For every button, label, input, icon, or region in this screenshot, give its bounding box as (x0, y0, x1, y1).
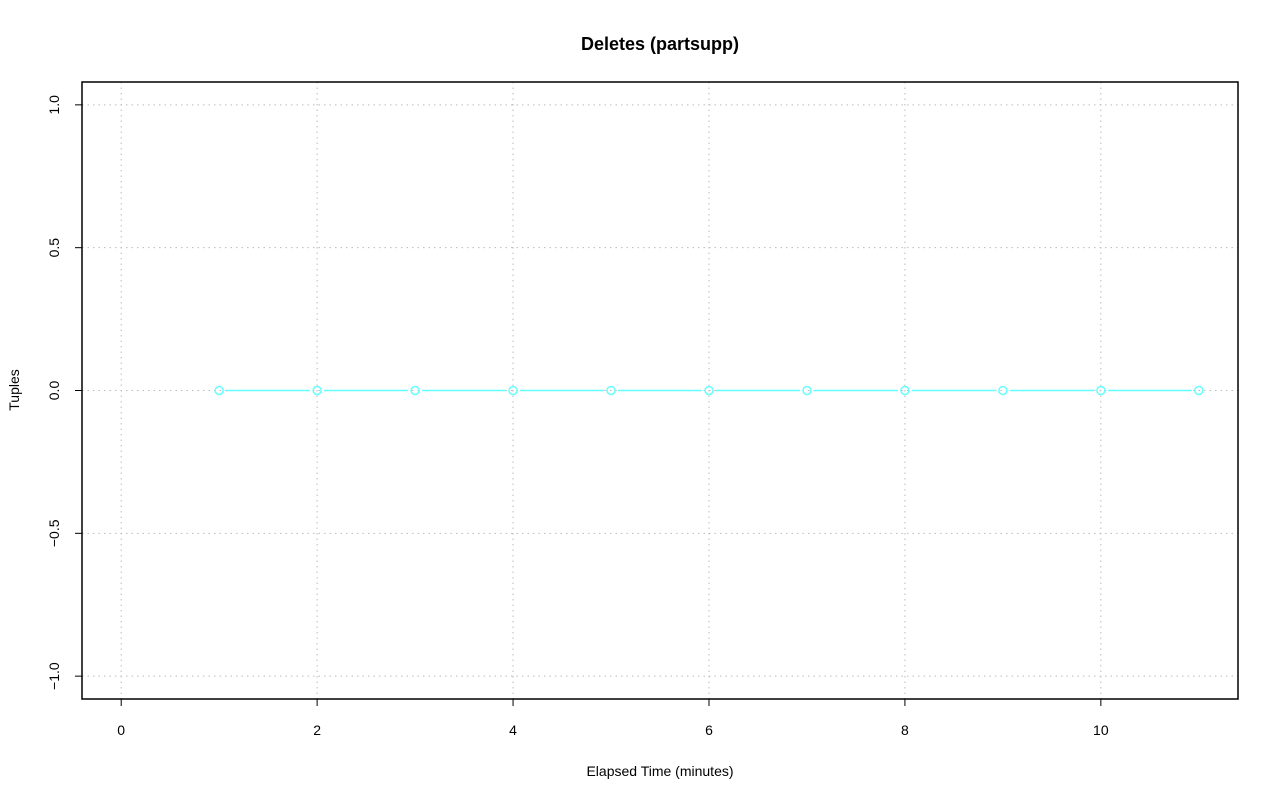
data-point (508, 385, 518, 396)
x-tick-label: 10 (1093, 722, 1109, 738)
y-axis-label: Tuples (6, 369, 22, 411)
data-point (1096, 385, 1106, 396)
data-point (1194, 385, 1204, 396)
data-point (704, 385, 714, 396)
data-point (900, 385, 910, 396)
series (214, 385, 1204, 396)
y-tick-label: −0.5 (46, 519, 62, 547)
data-point (214, 385, 224, 396)
x-tick-label: 6 (705, 722, 713, 738)
chart-title: Deletes (partsupp) (581, 34, 739, 54)
x-axis-label: Elapsed Time (minutes) (586, 763, 733, 779)
data-point (606, 385, 616, 396)
y-tick-label: −1.0 (46, 662, 62, 690)
y-tick-label: 0.5 (46, 238, 62, 258)
x-tick-label: 2 (313, 722, 321, 738)
x-tick-label: 0 (117, 722, 125, 738)
y-tick-label: 1.0 (46, 95, 62, 115)
data-point (802, 385, 812, 396)
x-tick-label: 4 (509, 722, 517, 738)
data-point (998, 385, 1008, 396)
y-tick-label: 0.0 (46, 381, 62, 401)
axes: 0 2 4 6 8 10 −1.0 −0.5 0.0 0.5 1.0 (46, 95, 1109, 738)
data-point (312, 385, 322, 396)
x-tick-label: 8 (901, 722, 909, 738)
data-point (410, 385, 420, 396)
